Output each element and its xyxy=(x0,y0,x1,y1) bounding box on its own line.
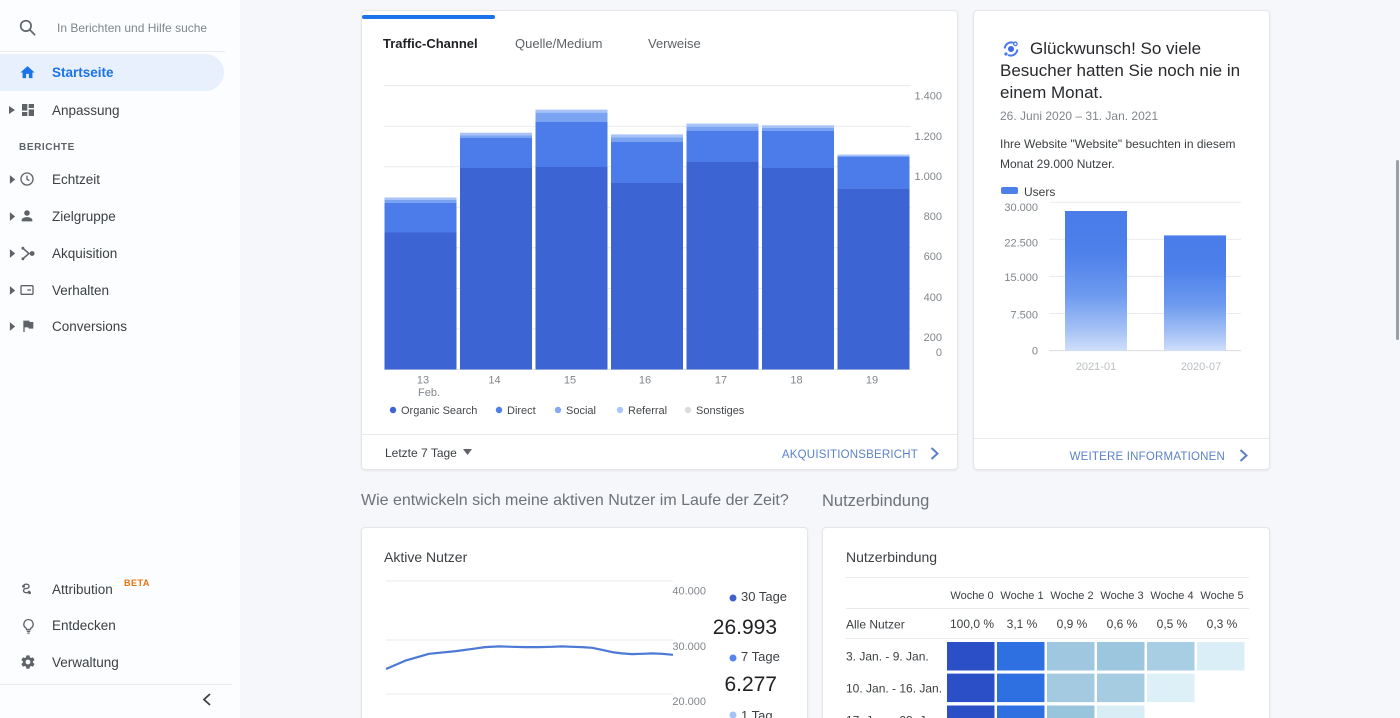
svg-text:40.000: 40.000 xyxy=(672,586,706,598)
svg-text:17. Jan. - 23. Jan.: 17. Jan. - 23. Jan. xyxy=(846,714,942,718)
svg-text:400: 400 xyxy=(924,292,942,304)
svg-text:Social: Social xyxy=(566,405,596,417)
svg-text:17: 17 xyxy=(715,375,727,387)
svg-text:Woche 2: Woche 2 xyxy=(1050,590,1093,602)
svg-text:15: 15 xyxy=(564,375,576,387)
svg-text:22.500: 22.500 xyxy=(1004,238,1038,250)
svg-text:3,1 %: 3,1 % xyxy=(1007,617,1038,631)
svg-text:0,6 %: 0,6 % xyxy=(1107,617,1138,631)
svg-text:1.200: 1.200 xyxy=(914,131,942,143)
svg-text:2021-01: 2021-01 xyxy=(1076,361,1116,373)
svg-text:Woche 0: Woche 0 xyxy=(950,590,993,602)
svg-text:14: 14 xyxy=(488,375,500,387)
svg-text:Alle Nutzer: Alle Nutzer xyxy=(846,618,905,632)
svg-text:1.000: 1.000 xyxy=(914,171,942,183)
svg-text:0,5 %: 0,5 % xyxy=(1157,617,1188,631)
svg-text:Woche 4: Woche 4 xyxy=(1150,590,1193,602)
svg-text:Users: Users xyxy=(1024,185,1055,199)
svg-text:7.500: 7.500 xyxy=(1010,310,1038,322)
svg-text:200: 200 xyxy=(924,332,942,344)
svg-text:Referral: Referral xyxy=(628,405,667,417)
svg-text:600: 600 xyxy=(924,251,942,263)
svg-text:10. Jan. - 16. Jan.: 10. Jan. - 16. Jan. xyxy=(846,682,942,696)
svg-text:Direct: Direct xyxy=(507,405,536,417)
svg-text:Sonstiges: Sonstiges xyxy=(696,405,745,417)
svg-text:13: 13 xyxy=(417,375,429,387)
svg-text:15.000: 15.000 xyxy=(1004,272,1038,284)
svg-text:20.000: 20.000 xyxy=(672,696,706,708)
svg-text:Woche 5: Woche 5 xyxy=(1200,590,1243,602)
svg-text:2020-07: 2020-07 xyxy=(1181,361,1221,373)
svg-text:0: 0 xyxy=(1032,346,1038,358)
svg-text:30.000: 30.000 xyxy=(1004,202,1038,214)
svg-text:Organic Search: Organic Search xyxy=(401,405,477,417)
svg-text:0,3 %: 0,3 % xyxy=(1207,617,1238,631)
svg-text:100,0 %: 100,0 % xyxy=(950,617,994,631)
svg-text:800: 800 xyxy=(924,211,942,223)
svg-text:Woche 1: Woche 1 xyxy=(1000,590,1043,602)
svg-text:18: 18 xyxy=(790,375,802,387)
svg-text:19: 19 xyxy=(866,375,878,387)
svg-text:0: 0 xyxy=(936,347,942,359)
svg-text:3. Jan. - 9. Jan.: 3. Jan. - 9. Jan. xyxy=(846,650,929,664)
svg-text:30.000: 30.000 xyxy=(672,641,706,653)
svg-text:0,9 %: 0,9 % xyxy=(1057,617,1088,631)
svg-text:16: 16 xyxy=(639,375,651,387)
svg-text:1.400: 1.400 xyxy=(914,91,942,103)
svg-text:Feb.: Feb. xyxy=(418,387,440,399)
svg-text:Woche 3: Woche 3 xyxy=(1100,590,1143,602)
